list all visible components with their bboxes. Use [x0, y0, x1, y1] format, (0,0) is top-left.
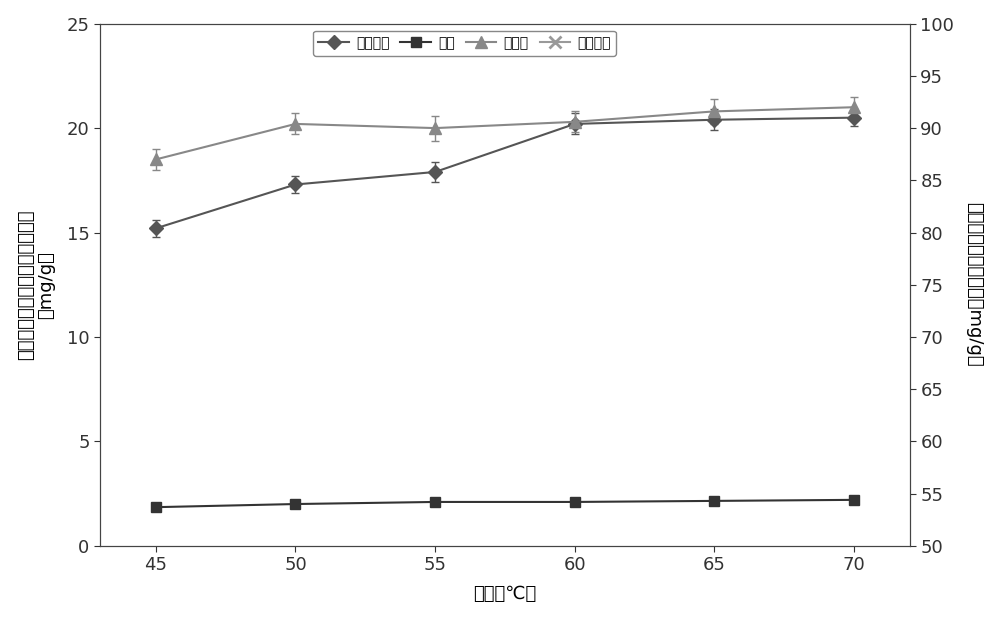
Legend: 原花青素, 黄酮, 菇内酯, 聚戊烯醇: 原花青素, 黄酮, 菇内酯, 聚戊烯醇 — [313, 30, 616, 56]
Y-axis label: 原花青素、黄酮、菇内酯提取率
（mg/g）: 原花青素、黄酮、菇内酯提取率 （mg/g） — [17, 210, 55, 360]
Y-axis label: 聚戊烯乙酸酯提取率（mg/g）: 聚戊烯乙酸酯提取率（mg/g） — [965, 202, 983, 367]
X-axis label: 温度（℃）: 温度（℃） — [473, 585, 537, 603]
